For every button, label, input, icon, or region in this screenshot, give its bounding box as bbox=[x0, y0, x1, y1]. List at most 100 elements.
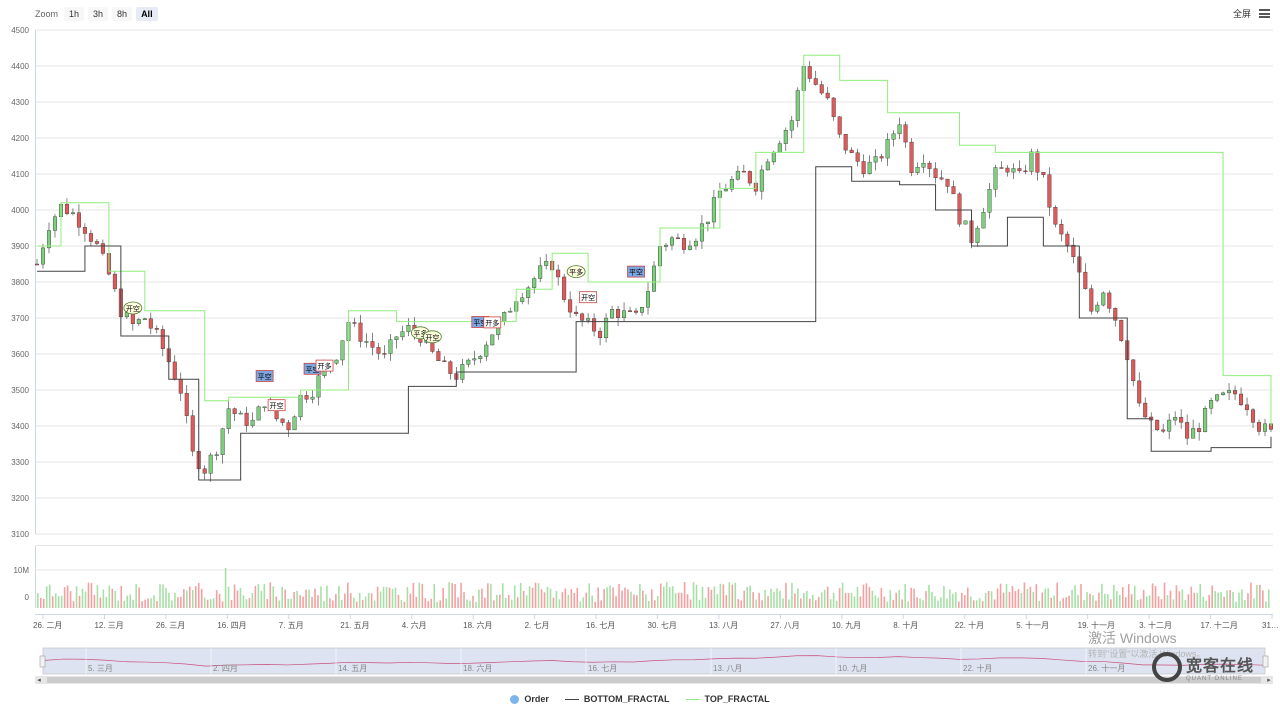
volume-bar bbox=[466, 599, 468, 608]
candle bbox=[993, 167, 998, 190]
x-tick-label: 21. 五月 bbox=[340, 621, 369, 630]
volume-bar bbox=[695, 584, 698, 608]
candle bbox=[226, 408, 231, 429]
volume-bar bbox=[865, 583, 868, 608]
candle bbox=[400, 331, 405, 338]
volume-bar bbox=[713, 586, 716, 608]
zoom-1h-button[interactable]: 1h bbox=[64, 7, 85, 21]
candle bbox=[1047, 174, 1052, 208]
volume-bar bbox=[1098, 592, 1100, 608]
candle bbox=[759, 169, 764, 192]
volume-bar bbox=[487, 583, 489, 608]
volume-bar bbox=[874, 595, 877, 608]
scroll-left-icon: ◂ bbox=[37, 677, 41, 684]
volume-bar bbox=[1199, 584, 1202, 608]
volume-bar bbox=[412, 582, 415, 608]
y-tick-label: 3500 bbox=[11, 386, 29, 395]
volume-bar bbox=[1044, 588, 1047, 608]
volume-bar bbox=[45, 586, 48, 608]
candle bbox=[304, 395, 309, 400]
candle bbox=[364, 341, 369, 343]
volume-bar bbox=[642, 590, 644, 608]
volume-bar bbox=[266, 599, 269, 608]
volume-bar bbox=[1166, 595, 1169, 608]
x-tick-label: 7. 五月 bbox=[279, 621, 304, 630]
volume-bar bbox=[1175, 585, 1178, 608]
legend-item-top-fractal[interactable]: TOP_FRACTAL bbox=[685, 694, 770, 704]
volume-bar bbox=[689, 599, 692, 608]
volume-bar bbox=[534, 582, 537, 608]
candle bbox=[957, 193, 962, 225]
volume-bar bbox=[817, 597, 820, 608]
volume-bar bbox=[245, 599, 248, 608]
candle bbox=[1131, 359, 1136, 382]
volume-bar bbox=[361, 599, 364, 608]
volume-bar bbox=[1071, 589, 1073, 608]
candle bbox=[574, 311, 579, 315]
zoom-all-button[interactable]: All bbox=[136, 7, 158, 21]
candle bbox=[1185, 422, 1190, 439]
volume-bar bbox=[358, 592, 361, 608]
y-tick-label: 3300 bbox=[11, 458, 29, 467]
volume-bar bbox=[1011, 586, 1014, 608]
candle bbox=[885, 139, 890, 159]
volume-bar bbox=[105, 596, 108, 608]
volume-bar bbox=[320, 586, 322, 608]
volume-bar bbox=[54, 593, 57, 608]
volume-bar bbox=[782, 598, 784, 608]
volume-bar bbox=[528, 586, 531, 608]
volume-bar bbox=[946, 598, 948, 608]
candle bbox=[837, 116, 842, 135]
candle bbox=[1095, 304, 1100, 312]
brand-name-en: QUANT ONLINE bbox=[1186, 676, 1243, 682]
volume-bar bbox=[966, 587, 969, 608]
zoom-8h-button[interactable]: 8h bbox=[112, 7, 133, 21]
volume-bar bbox=[633, 594, 635, 608]
volume-bar bbox=[481, 588, 483, 608]
candle bbox=[705, 221, 710, 224]
volume-bar bbox=[585, 592, 588, 608]
hamburger-menu-icon[interactable] bbox=[1259, 9, 1270, 18]
volume-bar bbox=[1014, 590, 1017, 608]
candle bbox=[376, 347, 381, 354]
candle bbox=[562, 276, 567, 300]
volume-bar bbox=[516, 597, 519, 608]
volume-bar bbox=[919, 598, 921, 608]
volume-bar bbox=[260, 590, 263, 608]
top-fractal-line bbox=[37, 54, 1272, 426]
volume-bar bbox=[993, 599, 996, 608]
volume-bar bbox=[582, 597, 585, 608]
candle bbox=[1089, 288, 1094, 312]
volume-bar bbox=[1214, 591, 1216, 608]
candle bbox=[352, 322, 357, 324]
volume-bar bbox=[391, 588, 394, 608]
volume-bar bbox=[707, 586, 710, 608]
volume-bar bbox=[671, 586, 674, 608]
candle bbox=[975, 227, 980, 243]
volume-bar bbox=[737, 599, 740, 608]
volume-bar bbox=[1139, 599, 1142, 608]
volume-bar bbox=[731, 584, 734, 608]
candle bbox=[1209, 400, 1214, 409]
volume-bar bbox=[1160, 599, 1163, 608]
fullscreen-button[interactable]: 全屏 bbox=[1232, 9, 1251, 19]
legend-item-order[interactable]: Order bbox=[510, 694, 549, 704]
volume-bar bbox=[1083, 600, 1085, 608]
volume-bar bbox=[1032, 591, 1035, 608]
y-tick-label: 3100 bbox=[11, 530, 29, 539]
volume-bar bbox=[206, 599, 209, 608]
y-tick-label: 3200 bbox=[11, 494, 29, 503]
candle bbox=[484, 344, 489, 357]
volume-bar bbox=[189, 586, 191, 608]
volume-bar bbox=[886, 601, 889, 608]
legend-item-bottom-fractal[interactable]: BOTTOM_FRACTAL bbox=[564, 694, 670, 704]
volume-bar bbox=[1253, 598, 1255, 608]
zoom-3h-button[interactable]: 3h bbox=[88, 7, 109, 21]
volume-bar bbox=[394, 587, 397, 608]
candle bbox=[580, 313, 585, 321]
volume-bar bbox=[1187, 594, 1190, 608]
volume-bar bbox=[1041, 592, 1044, 608]
volume-bar bbox=[588, 583, 591, 608]
candle bbox=[100, 243, 105, 254]
